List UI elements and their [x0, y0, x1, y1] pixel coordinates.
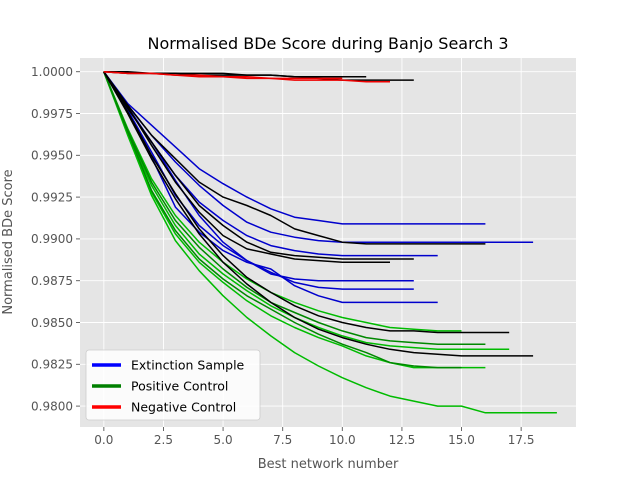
x-tick-label: 12.5: [389, 433, 416, 447]
legend-frame: [85, 349, 261, 421]
y-tick-label: 0.9950: [31, 149, 73, 163]
x-axis-label: Best network number: [258, 457, 399, 472]
extinction-series-line: [103, 71, 510, 334]
y-tick-label: 0.9800: [31, 399, 73, 413]
negative-series-line: [103, 70, 343, 80]
y-tick-label: 0.9975: [31, 107, 73, 121]
extinction-series-line: [103, 71, 534, 357]
extinction-series-line: [103, 71, 486, 225]
y-tick-label: 0.9850: [31, 316, 73, 330]
y-tick-label: 0.9825: [31, 358, 73, 372]
legend: Extinction Sample Positive Control Negativ…: [85, 349, 261, 421]
positive-series-line: [103, 71, 486, 345]
extinction-series-line: [103, 71, 486, 245]
positive-series-line: [103, 71, 462, 369]
x-tick-label: 17.5: [508, 433, 535, 447]
legend-label: Negative Control: [131, 400, 236, 415]
x-tick-label: 15.0: [448, 433, 475, 447]
positive-series-line: [103, 71, 510, 351]
positive-series-line: [103, 71, 557, 414]
positive-series-line: [103, 71, 486, 369]
extinction-series-line: [103, 71, 390, 264]
extinction-series-line: [103, 71, 414, 260]
extinction-series-line: [103, 71, 414, 290]
positive-series-line: [103, 71, 462, 332]
extinction-series-line: [103, 71, 534, 243]
chart-title: Normalised BDe Score during Banjo Search…: [147, 34, 508, 53]
legend-label: Positive Control: [131, 379, 228, 394]
x-tick-label: 0.0: [94, 433, 113, 447]
x-tick-label: 7.5: [273, 433, 292, 447]
x-tick-label: 5.0: [214, 433, 233, 447]
y-axis-label: Normalised BDe Score: [1, 169, 16, 314]
series-group: [103, 70, 557, 414]
x-axis-ticks: 0.0 2.5 5.0 7.5 10.0 12.5 15.0 17.5: [94, 427, 535, 447]
y-tick-label: 0.9875: [31, 274, 73, 288]
extinction-series-line: [103, 71, 438, 304]
y-tick-label: 0.9925: [31, 190, 73, 204]
y-axis-ticks: 0.9800 0.9825 0.9850 0.9875 0.9900 0.9925 0.99…: [31, 65, 80, 413]
legend-label: Extinction Sample: [131, 358, 245, 373]
y-tick-label: 0.9900: [31, 232, 73, 246]
y-tick-label: 1.0000: [31, 65, 73, 79]
x-tick-label: 10.0: [329, 433, 356, 447]
x-tick-label: 2.5: [154, 433, 173, 447]
